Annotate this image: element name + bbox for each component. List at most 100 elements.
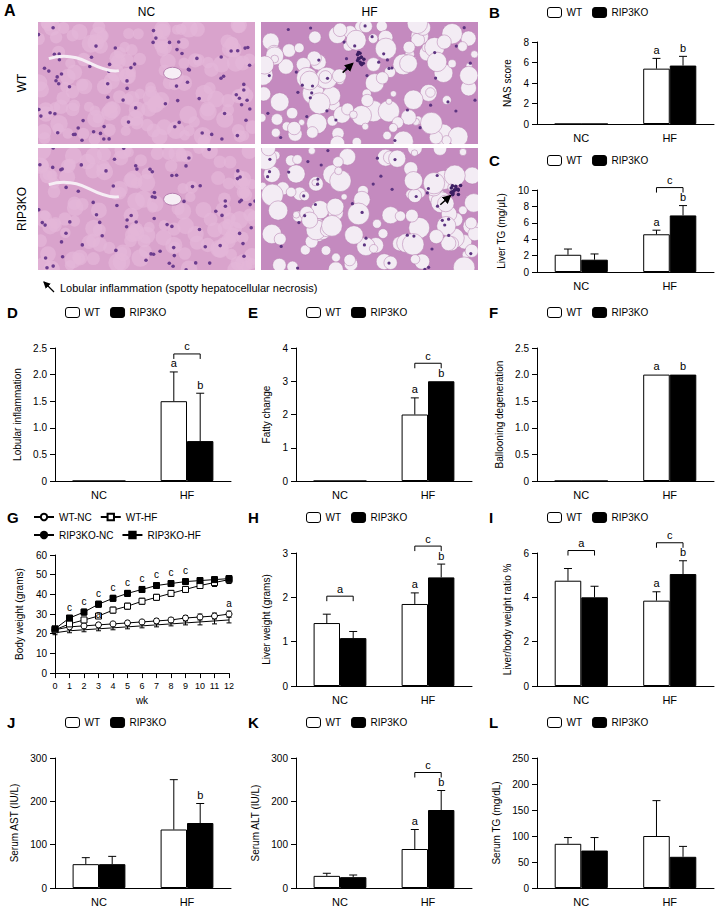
svg-text:4: 4 <box>523 78 529 89</box>
svg-text:a: a <box>412 815 419 827</box>
svg-text:c: c <box>67 602 72 613</box>
svg-text:0: 0 <box>52 681 57 691</box>
svg-text:Liver/body weight ratio %: Liver/body weight ratio % <box>502 564 513 676</box>
svg-text:a: a <box>412 383 419 395</box>
svg-text:RIP3KO: RIP3KO <box>612 155 649 166</box>
svg-text:a: a <box>337 583 344 595</box>
svg-text:1.0: 1.0 <box>515 422 529 433</box>
svg-text:HF: HF <box>180 896 195 908</box>
svg-text:3: 3 <box>282 548 288 559</box>
svg-text:2.5: 2.5 <box>33 343 47 354</box>
svg-text:6: 6 <box>523 217 529 228</box>
svg-text:RIP3KO: RIP3KO <box>612 307 649 318</box>
svg-text:G: G <box>7 509 19 526</box>
svg-text:30: 30 <box>36 609 48 620</box>
svg-text:3: 3 <box>96 681 101 691</box>
svg-text:1.5: 1.5 <box>33 396 47 407</box>
svg-text:150: 150 <box>512 805 529 816</box>
svg-text:WT: WT <box>326 512 342 523</box>
svg-text:200: 200 <box>512 779 529 790</box>
svg-text:RIP3KO: RIP3KO <box>371 717 408 728</box>
svg-text:200: 200 <box>271 796 288 807</box>
svg-text:0: 0 <box>523 267 529 278</box>
svg-text:D: D <box>7 304 18 321</box>
svg-text:WT-HF: WT-HF <box>126 512 158 523</box>
svg-text:A: A <box>4 2 16 19</box>
svg-text:a: a <box>96 609 102 620</box>
svg-text:1: 1 <box>282 442 288 453</box>
svg-text:Serum AST (IU/L): Serum AST (IU/L) <box>9 784 20 863</box>
svg-text:0: 0 <box>41 668 47 679</box>
svg-text:c: c <box>169 567 174 578</box>
svg-text:10: 10 <box>195 681 205 691</box>
svg-text:NC: NC <box>573 132 589 144</box>
svg-text:WT-NC: WT-NC <box>59 512 92 523</box>
svg-text:RIP3KO-NC: RIP3KO-NC <box>59 530 113 541</box>
svg-text:Fatty change: Fatty change <box>261 385 272 443</box>
svg-text:Body weight (grams): Body weight (grams) <box>14 568 25 660</box>
svg-text:6: 6 <box>139 681 144 691</box>
svg-text:a: a <box>653 577 660 589</box>
svg-text:wk: wk <box>135 695 149 706</box>
svg-text:HF: HF <box>662 489 677 501</box>
svg-text:HF: HF <box>362 5 378 19</box>
svg-text:0: 0 <box>282 883 288 894</box>
svg-text:Serum TG (mg/dL): Serum TG (mg/dL) <box>491 781 502 864</box>
svg-text:HF: HF <box>421 489 436 501</box>
svg-text:c: c <box>111 582 116 593</box>
svg-text:RIP3KO: RIP3KO <box>371 512 408 523</box>
svg-text:c: c <box>667 174 673 186</box>
svg-text:c: c <box>154 569 159 580</box>
svg-text:WT: WT <box>567 512 583 523</box>
svg-text:4: 4 <box>282 343 288 354</box>
svg-text:1.0: 1.0 <box>33 422 47 433</box>
svg-text:2.0: 2.0 <box>33 369 47 380</box>
svg-text:Lobular inflammation: Lobular inflammation <box>12 368 23 461</box>
svg-text:RIP3KO: RIP3KO <box>612 7 649 18</box>
svg-text:WT: WT <box>85 307 101 318</box>
svg-text:a: a <box>171 357 178 369</box>
svg-text:0.5: 0.5 <box>515 449 529 460</box>
svg-text:a: a <box>653 44 660 56</box>
svg-text:WT: WT <box>567 307 583 318</box>
svg-text:a: a <box>653 216 660 228</box>
svg-text:3: 3 <box>282 376 288 387</box>
svg-text:b: b <box>680 546 686 558</box>
svg-text:Liver weight (grams): Liver weight (grams) <box>261 574 272 665</box>
svg-text:b: b <box>680 42 686 54</box>
svg-text:12: 12 <box>224 681 234 691</box>
svg-text:b: b <box>438 776 444 788</box>
svg-text:NC: NC <box>573 694 589 706</box>
svg-text:HF: HF <box>421 896 436 908</box>
svg-text:NC: NC <box>332 896 348 908</box>
svg-text:c: c <box>183 565 188 576</box>
svg-text:50: 50 <box>36 569 48 580</box>
svg-text:9: 9 <box>183 681 188 691</box>
svg-text:RIP3KO: RIP3KO <box>371 307 408 318</box>
svg-text:H: H <box>248 509 259 526</box>
svg-text:J: J <box>7 714 15 731</box>
svg-text:a: a <box>226 598 232 609</box>
svg-text:0: 0 <box>523 476 529 487</box>
svg-text:250: 250 <box>512 753 529 764</box>
svg-text:NC: NC <box>332 694 348 706</box>
svg-text:2: 2 <box>282 409 288 420</box>
svg-text:c: c <box>125 577 130 588</box>
svg-text:c: c <box>425 533 431 545</box>
svg-text:0: 0 <box>282 476 288 487</box>
svg-text:a: a <box>412 578 419 590</box>
svg-text:10: 10 <box>36 648 48 659</box>
svg-text:300: 300 <box>30 753 47 764</box>
svg-text:300: 300 <box>271 753 288 764</box>
svg-text:100: 100 <box>271 839 288 850</box>
svg-text:4: 4 <box>523 592 529 603</box>
svg-text:b: b <box>197 789 203 801</box>
svg-text:NC: NC <box>573 489 589 501</box>
svg-text:0: 0 <box>41 476 47 487</box>
svg-text:2.5: 2.5 <box>515 343 529 354</box>
svg-text:HF: HF <box>421 694 436 706</box>
svg-text:B: B <box>489 4 500 21</box>
svg-text:RIP3KO: RIP3KO <box>130 717 167 728</box>
svg-text:a: a <box>653 360 660 372</box>
svg-text:F: F <box>489 304 498 321</box>
